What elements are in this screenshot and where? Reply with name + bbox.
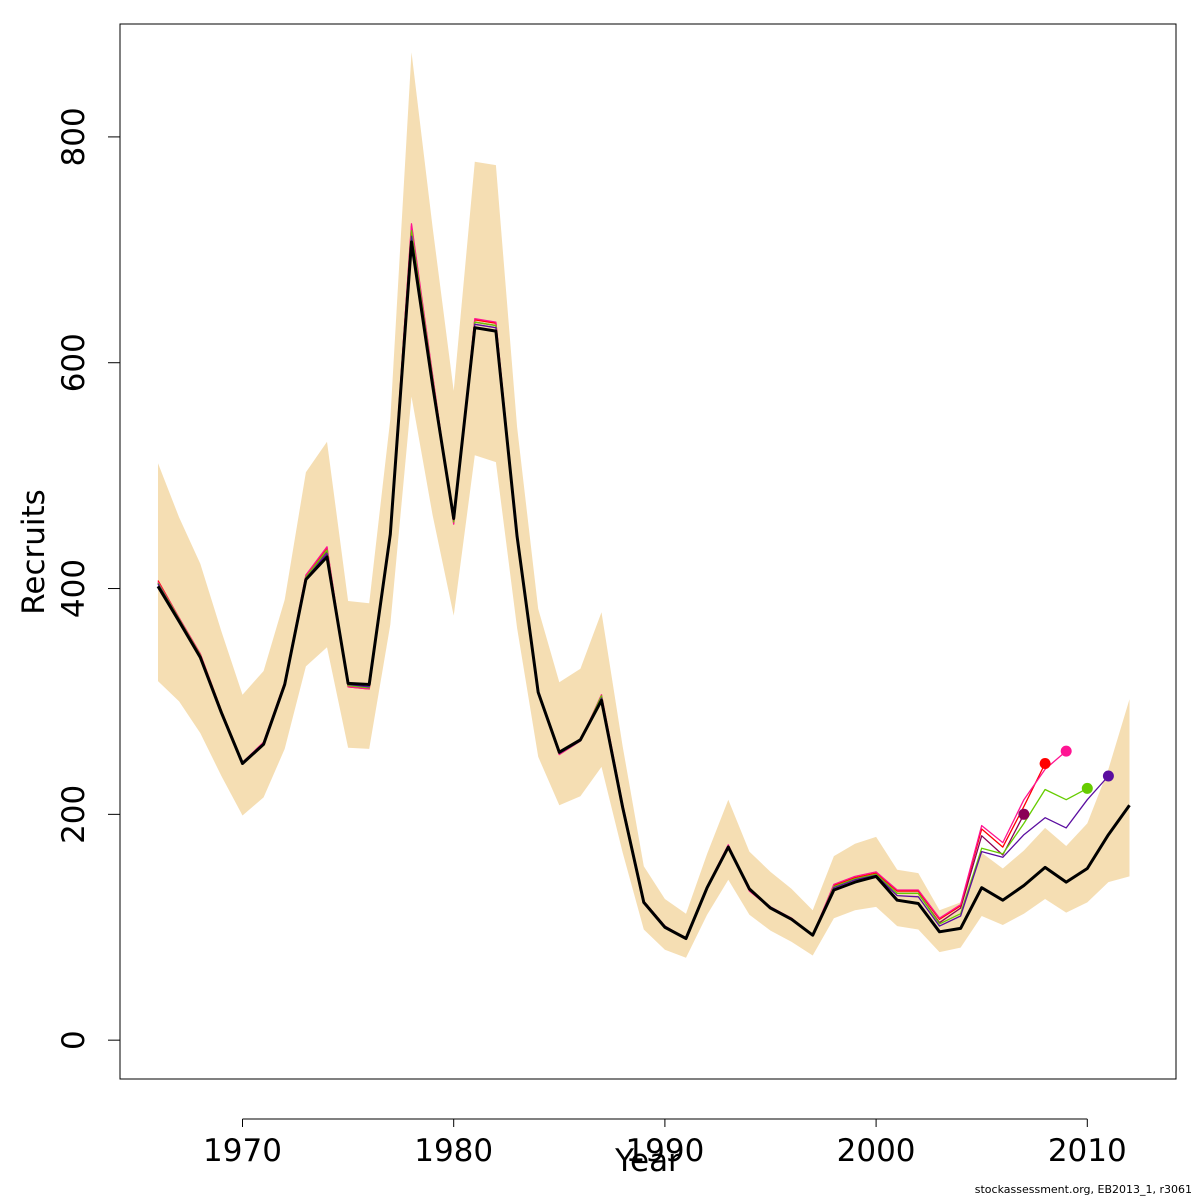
series-line-main [156,240,1131,940]
y-tick-label-400: 400 [56,559,92,618]
y-tick-label-0: 0 [56,1030,92,1050]
confidence-band [158,52,1130,958]
y-tick-label-800: 800 [56,107,92,166]
series-endpoint-2 [1039,758,1051,769]
x-tick-label-1980: 1980 [414,1133,493,1169]
credit-text: stockassessment.org, EB2013_1, r3061 [974,1183,1192,1196]
series-endpoint-4 [1081,782,1093,794]
series-endpoint-3 [1060,745,1072,757]
x-tick-label-2000: 2000 [837,1133,916,1169]
x-tick-label-1990: 1990 [625,1133,704,1169]
y-tick-label-200: 200 [56,785,92,844]
y-tick-label-600: 600 [56,333,92,392]
x-axis-title: Year [614,1143,681,1179]
series-endpoints-layer [1018,745,1114,820]
series-endpoint-5 [1102,770,1114,782]
series-endpoint-1 [1018,808,1030,820]
axis-layer: 1970 1980 1990 2000 2010 0 200 400 600 800 [56,107,1127,1169]
y-axis-title: Recruits [16,489,52,615]
x-tick-label-1970: 1970 [203,1133,282,1169]
x-tick-label-2010: 2010 [1048,1133,1127,1169]
confidence-band-layer [158,52,1130,958]
series-lines-layer [156,223,1131,940]
